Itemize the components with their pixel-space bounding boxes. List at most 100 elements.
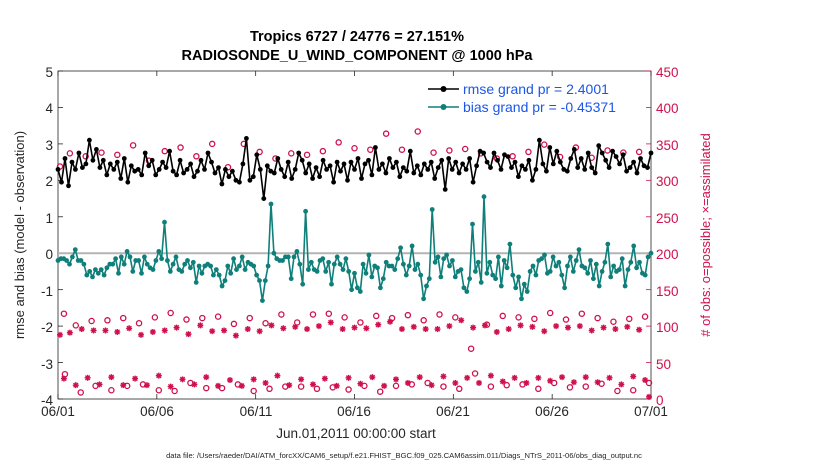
- obs-assimilated-marker: [155, 372, 162, 379]
- series-lines: [55, 136, 654, 303]
- bias-point: [173, 254, 179, 260]
- bias-point: [130, 269, 136, 274]
- rmse-point: [94, 147, 99, 152]
- rmse-point: [568, 156, 574, 161]
- obs-possible-marker: [82, 153, 89, 160]
- obs-assimilated-marker: [630, 373, 637, 380]
- obs-assimilated-marker: [108, 374, 115, 381]
- rmse-point: [195, 168, 200, 174]
- bias-point: [418, 272, 424, 278]
- rmse-point: [376, 167, 382, 172]
- bias-point: [199, 270, 205, 276]
- obs-assimilated-marker: [481, 322, 488, 329]
- bias-point: [452, 274, 458, 280]
- bias-point: [156, 249, 162, 254]
- obs-assimilated-marker: [132, 375, 139, 382]
- bias-point: [165, 258, 170, 263]
- obs-assimilated-marker: [298, 376, 305, 383]
- rmse-point: [219, 181, 225, 187]
- bias-point: [570, 269, 576, 274]
- rmse-point: [167, 148, 173, 154]
- rmse-point: [359, 176, 364, 181]
- ytick-label: -4: [41, 393, 53, 408]
- rmse-point: [261, 196, 267, 202]
- bias-point: [349, 287, 354, 293]
- bias-point: [331, 261, 337, 267]
- bias-point: [291, 254, 297, 260]
- bias-point: [447, 263, 452, 269]
- bias-point: [93, 267, 98, 272]
- obs-possible-marker: [202, 384, 210, 392]
- obs-assimilated-marker: [612, 326, 619, 333]
- obs-assimilated-marker: [570, 379, 577, 386]
- obs-assimilated-marker: [559, 374, 566, 381]
- rmse-point: [617, 161, 622, 167]
- rmse-point: [432, 176, 438, 181]
- bias-point: [380, 276, 386, 282]
- bias-point: [98, 267, 104, 272]
- rmse-point: [400, 165, 406, 171]
- bias-point: [219, 283, 225, 289]
- bias-point: [616, 267, 622, 272]
- rmse-point: [624, 168, 629, 174]
- obs-possible-marker: [60, 310, 68, 317]
- legend-bias-label: bias grand pr = -0.45371: [463, 99, 616, 115]
- obs-assimilated-marker: [56, 331, 63, 338]
- rmse-point: [125, 179, 131, 185]
- obs-assimilated-marker: [493, 328, 500, 335]
- rmse-point: [188, 161, 194, 167]
- obs-assimilated-marker: [60, 375, 67, 382]
- y2tick-label: 200: [656, 247, 679, 262]
- obs-assimilated-marker: [398, 326, 405, 333]
- rmse-point: [526, 157, 532, 163]
- bias-point: [573, 258, 579, 263]
- obs-possible-marker: [420, 317, 427, 324]
- rmse-point: [296, 150, 302, 156]
- rmse-point: [369, 172, 375, 178]
- y2tick-label: 250: [656, 211, 679, 226]
- bias-point: [585, 270, 591, 276]
- rmse-point: [338, 168, 343, 174]
- bias-point: [559, 272, 565, 278]
- bias-point: [401, 261, 406, 267]
- rmse-point: [439, 157, 445, 163]
- rmse-point: [146, 163, 152, 169]
- obs-assimilated-marker: [191, 381, 198, 388]
- bias-point: [398, 245, 403, 251]
- rmse-point: [202, 167, 207, 172]
- rmse-point: [631, 159, 636, 165]
- bias-point: [116, 270, 121, 276]
- bias-point: [473, 269, 478, 274]
- obs-assimilated-marker: [120, 382, 127, 389]
- obs-assimilated-marker: [547, 377, 554, 384]
- rmse-point: [317, 174, 322, 180]
- rmse-point: [523, 167, 528, 172]
- obs-assimilated-marker: [114, 328, 121, 335]
- obs-assimilated-marker: [304, 326, 311, 333]
- rmse-point: [149, 157, 155, 163]
- obs-possible-marker: [525, 148, 532, 156]
- obs-assimilated-marker: [209, 328, 216, 335]
- rmse-point: [198, 157, 204, 163]
- bias-point: [193, 280, 199, 285]
- bias-point: [306, 267, 311, 272]
- bias-point: [565, 263, 570, 269]
- obs-assimilated-marker: [434, 326, 441, 333]
- obs-assimilated-marker: [309, 381, 316, 388]
- rmse-point: [414, 163, 420, 169]
- rmse-point: [223, 167, 228, 172]
- obs-possible-marker: [440, 383, 447, 390]
- bias-point: [426, 276, 432, 282]
- obs-possible-marker: [303, 151, 311, 159]
- obs-assimilated-marker: [96, 381, 103, 388]
- obs-possible-marker: [351, 145, 358, 152]
- bias-point: [343, 256, 349, 262]
- rmse-point: [446, 156, 452, 161]
- rmse-point: [453, 159, 459, 165]
- obs-possible-marker: [382, 130, 390, 137]
- obs-possible-marker: [546, 309, 554, 317]
- rmse-point: [285, 159, 291, 165]
- obs-assimilated-marker: [161, 327, 168, 334]
- rmse-point: [170, 168, 176, 174]
